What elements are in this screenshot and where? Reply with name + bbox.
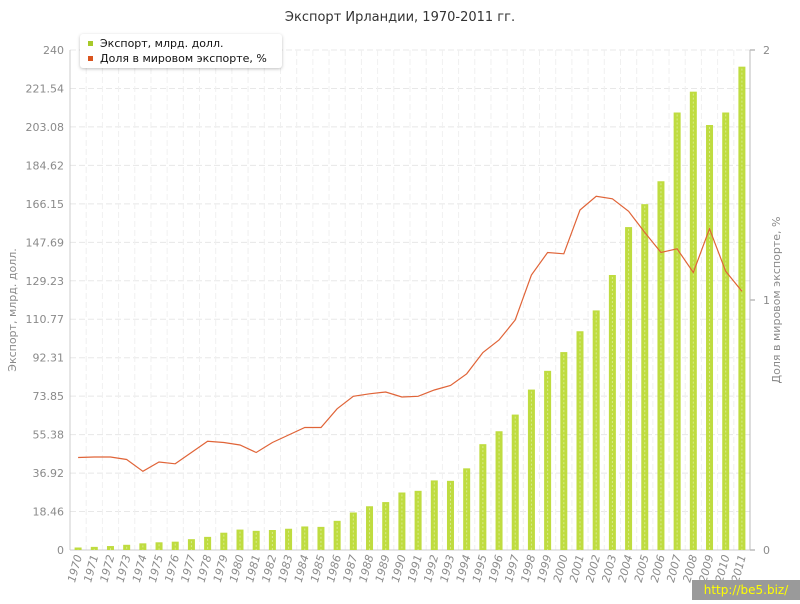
y-tick-label: 36.92 bbox=[33, 467, 65, 480]
y2-axis-title: Доля в мировом экспорте, % bbox=[770, 217, 783, 384]
watermark-link[interactable]: http://be5.biz/ bbox=[692, 580, 800, 600]
bar-1999 bbox=[544, 370, 552, 550]
y-tick-label: 129.23 bbox=[26, 275, 65, 288]
y-tick-label: 18.46 bbox=[33, 506, 65, 519]
bar-1976 bbox=[171, 541, 179, 550]
bar-2003 bbox=[608, 275, 616, 550]
legend-swatch-export bbox=[88, 40, 93, 46]
y-tick-label: 55.38 bbox=[33, 429, 65, 442]
bar-2005 bbox=[641, 204, 649, 550]
y-tick-label: 92.31 bbox=[33, 352, 65, 365]
bar-2008 bbox=[689, 91, 697, 551]
legend-item-export[interactable]: Экспорт, млрд. долл. bbox=[88, 36, 223, 52]
y2-tick-label: 1 bbox=[763, 294, 770, 307]
bar-1970 bbox=[74, 547, 82, 550]
legend-label-share: Доля в мировом экспорте, % bbox=[100, 52, 267, 65]
y-tick-label: 184.62 bbox=[26, 159, 65, 172]
y-tick-label: 203.08 bbox=[26, 121, 65, 134]
bar-2001 bbox=[576, 331, 584, 550]
y-tick-label: 240 bbox=[43, 44, 64, 57]
bar-1979 bbox=[220, 532, 228, 550]
bar-2006 bbox=[657, 181, 665, 550]
bar-1971 bbox=[90, 546, 98, 550]
legend-swatch-share bbox=[88, 55, 93, 61]
y2-tick-label: 2 bbox=[763, 44, 770, 57]
y-tick-label: 0 bbox=[57, 544, 64, 557]
y-tick-label: 221.54 bbox=[26, 82, 65, 95]
legend[interactable]: Экспорт, млрд. долл. Доля в мировом эксп… bbox=[80, 34, 282, 68]
chart-title: Экспорт Ирландии, 1970-2011 гг. bbox=[284, 10, 516, 25]
bar-1981 bbox=[252, 530, 260, 550]
y-axis-title: Экспорт, млрд. долл. bbox=[6, 248, 19, 371]
y-tick-label: 73.85 bbox=[33, 390, 65, 403]
bar-1994 bbox=[463, 468, 471, 550]
bar-1995 bbox=[479, 444, 487, 550]
y-tick-label: 110.77 bbox=[26, 313, 65, 326]
bar-2004 bbox=[625, 227, 633, 551]
legend-label-export: Экспорт, млрд. долл. bbox=[100, 37, 224, 50]
bar-2011 bbox=[738, 66, 746, 551]
y2-tick-label: 0 bbox=[763, 544, 770, 557]
y-tick-label: 166.15 bbox=[26, 198, 65, 211]
legend-item-share[interactable]: Доля в мировом экспорте, % bbox=[88, 51, 267, 67]
bar-2009 bbox=[706, 125, 714, 550]
bar-1988 bbox=[366, 506, 374, 550]
bar-1990 bbox=[398, 492, 406, 550]
bar-1972 bbox=[106, 546, 114, 550]
bar-1991 bbox=[414, 490, 422, 550]
bar-1998 bbox=[527, 389, 535, 550]
bar-1977 bbox=[187, 539, 195, 550]
y-tick-label: 147.69 bbox=[26, 236, 65, 249]
line-series-share bbox=[78, 195, 743, 473]
